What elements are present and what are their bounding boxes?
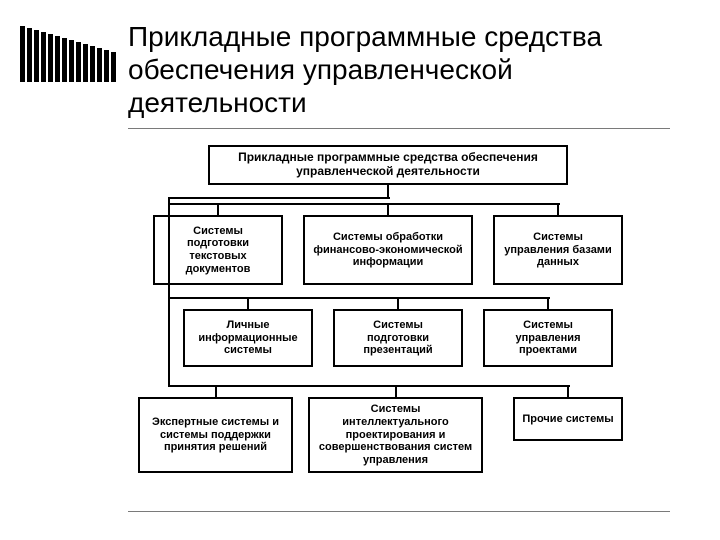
connector [387,185,389,197]
tree-diagram: Прикладные программные средства обеспече… [138,145,638,490]
connector [168,197,390,199]
tree-node: Системы управления базами данных [493,215,623,285]
connector [168,203,560,205]
connector [557,203,559,215]
connector [387,203,389,215]
tree-node: Системы подготовки текстовых документов [153,215,283,285]
connector [168,297,170,387]
tree-node: Системы подготовки презентаций [333,309,463,367]
divider-top [128,128,670,129]
connector [168,385,570,387]
divider-bottom [128,511,670,512]
tree-node: Прочие системы [513,397,623,441]
connector [168,203,170,299]
connector [547,297,549,309]
tree-node: Личные информационные системы [183,309,313,367]
connector [395,385,397,397]
connector [168,297,550,299]
bars-logo [20,26,116,82]
tree-node: Системы интеллектуального проектирования… [308,397,483,473]
tree-node: Системы обработки финансово-экономическо… [303,215,473,285]
tree-node: Экспертные системы и системы поддержки п… [138,397,293,473]
connector [397,297,399,309]
tree-node: Прикладные программные средства обеспече… [208,145,568,185]
page-title: Прикладные программные средства обеспече… [128,20,690,119]
tree-node: Системы управления проектами [483,309,613,367]
connector [247,297,249,309]
connector [215,385,217,397]
connector [217,203,219,215]
connector [567,385,569,397]
